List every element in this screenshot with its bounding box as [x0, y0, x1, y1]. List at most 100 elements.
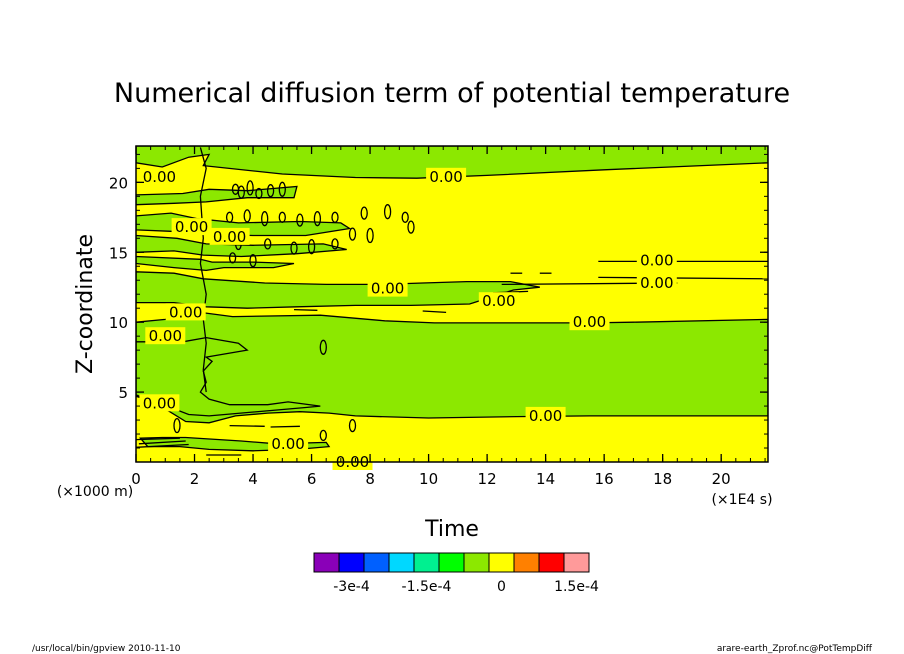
negative-region-1: [136, 146, 768, 179]
contour-cell-19: [264, 238, 272, 250]
contour-cell-30: [173, 417, 181, 434]
contour-label-bg: [209, 227, 250, 245]
x-tick-label: 12: [478, 470, 497, 488]
contour-line-11: [138, 440, 186, 445]
contour-label: 0.00: [640, 274, 673, 292]
contour-label: 0.00: [482, 292, 515, 310]
contour-cell-28: [319, 429, 327, 442]
negative-region-6: [136, 271, 540, 309]
contour-cell-21: [307, 239, 316, 255]
negative-region-7: [136, 311, 768, 424]
colorbar-tick-label: 1.5e-4: [554, 579, 599, 595]
x-tick-label: 18: [653, 470, 672, 488]
colorbar-swatch: [538, 552, 565, 573]
contour-cell-27: [319, 339, 327, 355]
contour-line-1: [199, 147, 207, 393]
contour-line-3: [598, 276, 768, 280]
colorbar-swatch: [563, 552, 590, 573]
contour-cell-3: [246, 180, 254, 196]
contour-label: 0.00: [573, 313, 606, 331]
contour-label-bg: [569, 313, 610, 331]
contour-label-bg: [171, 218, 212, 236]
contour-label: 0.00: [529, 407, 562, 425]
contour-cell-11: [296, 213, 304, 227]
x-tick-label: 20: [712, 470, 731, 488]
x-tick-label: 8: [365, 470, 375, 488]
contour-label-bg: [165, 303, 206, 321]
contour-cell-23: [348, 227, 357, 241]
contour-cell-7: [225, 211, 234, 223]
contour-cell-9: [261, 211, 269, 227]
contour-label: 0.00: [169, 303, 202, 321]
y-scale-label: (×1000 m): [57, 484, 133, 500]
contour-label-bg: [525, 406, 566, 424]
x-tick-label: 0: [131, 470, 141, 488]
contour-line-12: [136, 437, 180, 441]
x-tick-label: 10: [419, 470, 438, 488]
colorbar: -3e-4 -1.5e-4 0 1.5e-4: [313, 552, 599, 595]
contour-label: 0.00: [271, 435, 304, 453]
contour-label-bg: [139, 394, 180, 412]
contour-label-bg: [268, 434, 309, 452]
y-tick-label: 10: [109, 314, 128, 332]
contour-cell-6: [278, 181, 286, 197]
x-axis-label: Time: [424, 517, 479, 542]
contour-cell-12: [313, 211, 322, 227]
contour-cell-17: [407, 220, 415, 234]
colorbar-tick-label: 0: [497, 579, 506, 595]
contour-label-bg: [367, 279, 408, 297]
contour-line-10: [136, 443, 189, 448]
x-tick-label: 14: [536, 470, 555, 488]
x-tick-label: 16: [595, 470, 614, 488]
contour-cell-26: [249, 254, 257, 268]
contour-cell-20: [290, 241, 298, 255]
contour-line-9: [293, 308, 318, 311]
contour-cell-2: [237, 185, 245, 199]
footer-left: /usr/local/bin/gpview 2010-11-10: [32, 644, 181, 654]
contour-label: 0.00: [213, 228, 246, 246]
contour-cell-8: [243, 209, 251, 223]
colorbar-tick-label: -1.5e-4: [402, 579, 452, 595]
contour-label: 0.00: [429, 168, 462, 186]
contour-label-bg: [636, 274, 677, 291]
contour-cell-10: [278, 211, 286, 223]
contour-cell-22: [331, 238, 339, 250]
contour-cell-5: [266, 184, 275, 198]
colorbar-swatch: [338, 552, 365, 573]
chart-title: Numerical diffusion term of potential te…: [114, 78, 790, 109]
contour-label: 0.00: [175, 218, 208, 236]
contour-cell-24: [366, 227, 374, 244]
colorbar-swatch: [313, 552, 340, 573]
colorbar-swatch: [413, 552, 440, 573]
x-tick-label: 6: [307, 470, 317, 488]
negative-region-5: [136, 255, 295, 272]
contour-label: 0.00: [640, 252, 673, 270]
contour-line-14: [229, 424, 265, 427]
x-tick-label: 2: [190, 470, 200, 488]
footer-right: arare-earth_Zprof.nc@PotTempDiff: [717, 644, 873, 654]
contour-cell-4: [255, 187, 263, 200]
contour-label: 0.00: [149, 327, 182, 345]
contour-label-bg: [426, 167, 467, 185]
contour-label: 0.00: [143, 394, 176, 412]
contour-label-bg: [636, 251, 677, 269]
contour-label-bg: [145, 327, 186, 345]
colorbar-swatch: [388, 552, 415, 573]
x-scale-label: (×1E4 s): [711, 492, 772, 508]
colorbar-swatch: [438, 552, 465, 573]
plot-area: 0.00 0.00 0.00 0.00 0.00 0.00 0.00 0.00 0.00 0.00…: [135, 145, 769, 471]
colorbar-tick-label: -3e-4: [333, 579, 370, 595]
y-tick-label: 5: [118, 384, 128, 402]
contour-cell-15: [383, 204, 392, 220]
contour-cell-14: [360, 206, 368, 220]
contour-label-bg: [478, 292, 519, 310]
colorbar-swatch: [488, 552, 515, 573]
contour-cell-16: [401, 211, 409, 223]
y-tick-label: 20: [109, 174, 128, 192]
colorbar-swatch: [363, 552, 390, 573]
y-axis-label: Z-coordinate: [73, 234, 98, 374]
contour-cell-29: [348, 418, 357, 433]
plot-frame: [135, 145, 769, 463]
colorbar-swatch: [463, 552, 490, 573]
